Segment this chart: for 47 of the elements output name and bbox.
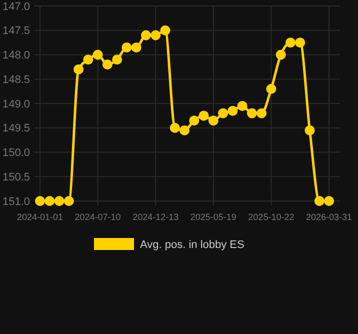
point: [140, 30, 151, 40]
y-tick-label: 148.0: [2, 50, 30, 62]
y-tick-label: 149.5: [2, 122, 30, 135]
point: [64, 196, 74, 206]
point: [180, 125, 190, 136]
x-tick-label: 2025-10-22: [248, 212, 294, 222]
point: [314, 196, 324, 206]
point: [54, 196, 64, 206]
legend-label: Avg. pos. in lobby ES: [140, 238, 244, 251]
point: [102, 60, 112, 70]
point: [276, 50, 286, 60]
point: [150, 30, 161, 40]
x-tick-label: 2024-01-01: [16, 212, 64, 222]
point: [256, 108, 267, 118]
x-tick-label: 2025-05-19: [190, 212, 236, 222]
point: [285, 38, 296, 48]
point: [295, 38, 306, 48]
point: [266, 84, 276, 94]
y-tick-label: 151.0: [2, 196, 30, 208]
point: [35, 196, 45, 206]
point: [304, 125, 315, 136]
point: [208, 116, 218, 126]
y-tick-label: 149.0: [2, 98, 30, 110]
point: [112, 54, 122, 65]
point: [92, 50, 103, 60]
point: [160, 25, 170, 36]
x-tick-label: 2026-03-31: [306, 212, 352, 222]
point: [218, 108, 228, 118]
point: [83, 54, 94, 65]
x-tick-label: 2024-07-10: [74, 212, 121, 222]
point: [228, 106, 238, 116]
y-tick-label: 150.0: [2, 147, 30, 160]
y-tick-label: 147.0: [2, 0, 30, 13]
y-tick-label: 148.5: [2, 74, 30, 86]
y-tick-label: 147.5: [2, 25, 30, 38]
point: [237, 100, 248, 111]
y-tick-label: 150.5: [2, 171, 30, 184]
point: [189, 116, 200, 126]
point: [324, 196, 334, 206]
point: [246, 108, 257, 118]
point: [74, 64, 84, 74]
point: [122, 42, 132, 52]
point: [44, 196, 55, 206]
point: [131, 42, 142, 52]
x-tick-label: 2024-12-13: [132, 212, 179, 222]
point: [170, 122, 180, 133]
point: [198, 110, 209, 121]
